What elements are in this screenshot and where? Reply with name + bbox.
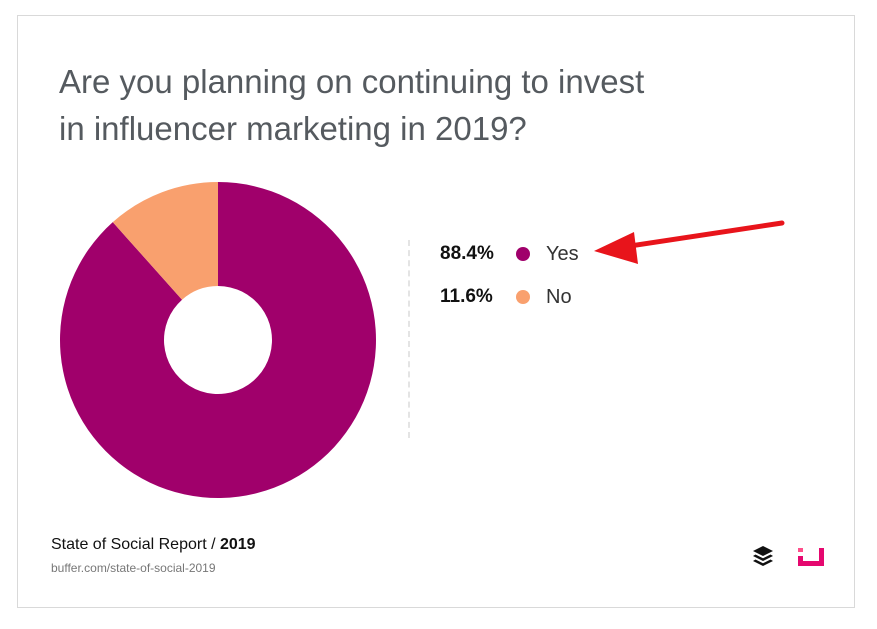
legend: 88.4% Yes 11.6% No: [440, 238, 579, 324]
legend-item-yes: 88.4% Yes: [440, 238, 579, 270]
donut-slice-yes: [59, 182, 376, 498]
brand-logo-icon: [798, 548, 824, 566]
donut-slice-no: [112, 182, 218, 300]
red-arrow-annotation: [594, 220, 785, 264]
chart-title: Are you planning on continuing to invest…: [59, 58, 699, 152]
legend-value-no: 11.6%: [440, 286, 493, 307]
source-caption-year: 2019: [219, 536, 256, 553]
chart-title-line2: in influencer marketing in 2019?: [59, 110, 527, 147]
legend-divider: [408, 240, 410, 438]
legend-label-no: No: [546, 285, 572, 308]
source-caption-text: State of Social Report /: [51, 536, 220, 553]
source-url: buffer.com/state-of-social-2019: [51, 561, 216, 575]
legend-swatch-yes: [516, 247, 530, 261]
buffer-logo-icon: [753, 546, 773, 566]
donut-chart: [59, 182, 376, 498]
chart-title-line1: Are you planning on continuing to invest: [59, 63, 645, 100]
source-caption: State of Social Report / 2019: [51, 536, 256, 554]
legend-label-yes: Yes: [546, 242, 579, 265]
legend-value-yes: 88.4%: [440, 243, 494, 264]
legend-swatch-no: [516, 290, 530, 304]
legend-item-no: 11.6% No: [440, 281, 579, 313]
